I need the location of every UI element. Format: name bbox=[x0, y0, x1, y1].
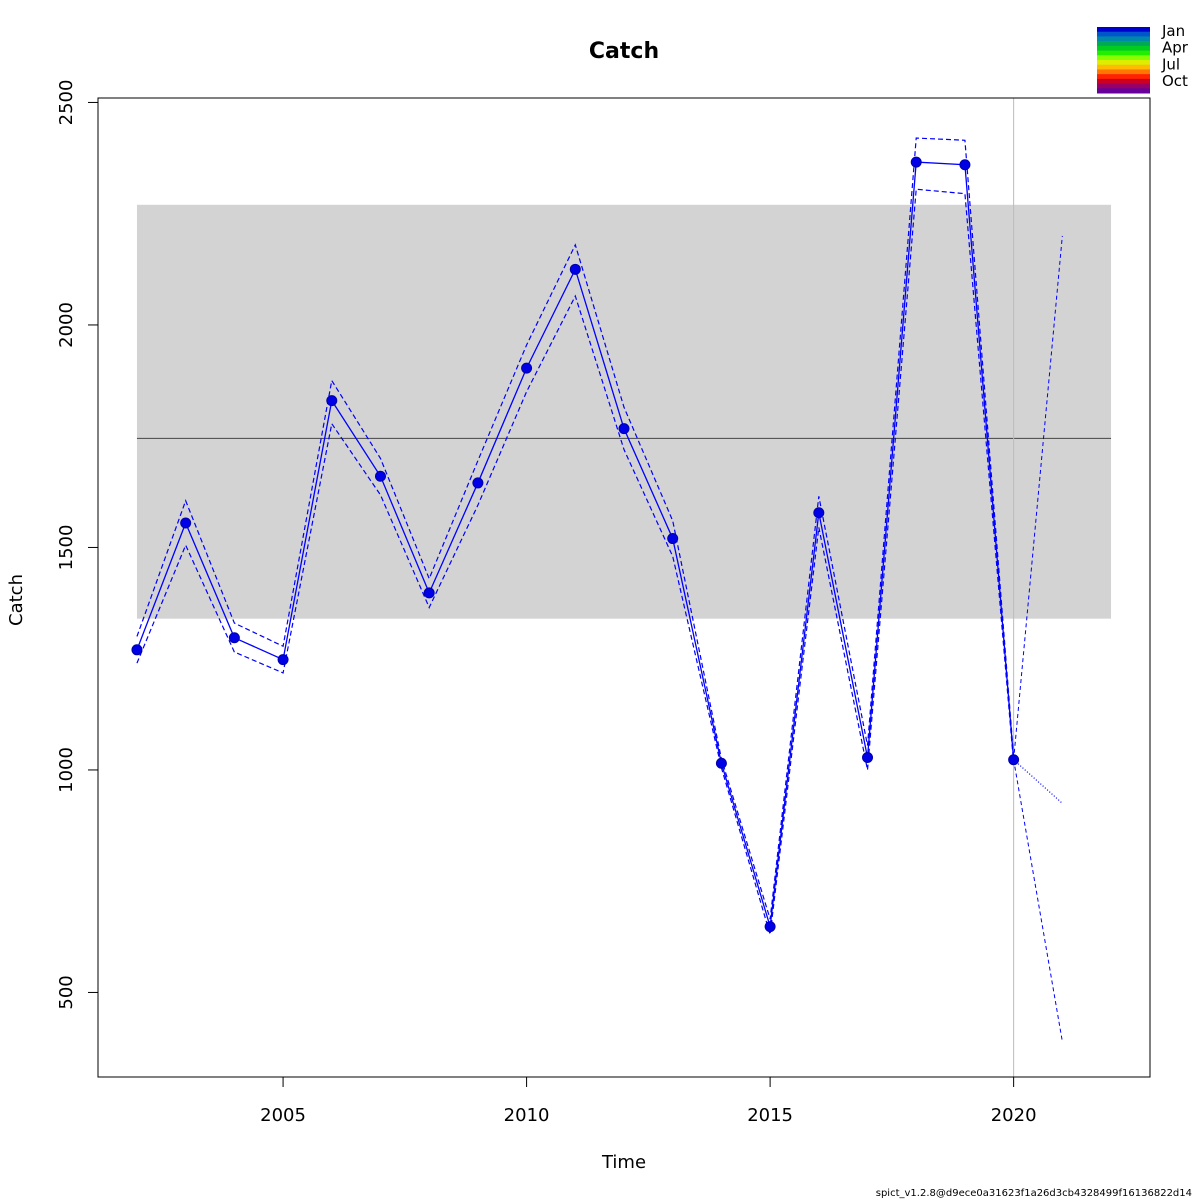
chart-title: Catch bbox=[589, 39, 659, 64]
legend-color-strip bbox=[1097, 27, 1150, 33]
legend-color-strip bbox=[1097, 50, 1150, 56]
series-lower-ci-line bbox=[136, 188, 1015, 935]
data-point bbox=[569, 263, 581, 275]
legend-color-strip bbox=[1097, 64, 1150, 70]
data-point bbox=[326, 395, 338, 407]
data-point bbox=[131, 644, 143, 656]
y-axis-label: Catch bbox=[6, 574, 27, 626]
data-point bbox=[423, 587, 435, 599]
y-tick-label: 1000 bbox=[56, 747, 77, 793]
forecast-upper-ci-line bbox=[1013, 235, 1063, 760]
legend-label: Jan bbox=[1161, 22, 1185, 40]
x-axis: 2005 2010 2015 2020 bbox=[260, 1077, 1037, 1126]
data-point bbox=[910, 156, 922, 168]
forecast-lower-ci-line bbox=[1013, 759, 1063, 1042]
forecast-line bbox=[1013, 759, 1063, 804]
legend-color-strip bbox=[1097, 83, 1150, 89]
y-tick-label: 2000 bbox=[56, 302, 77, 348]
y-axis: 500 1000 1500 2000 2500 bbox=[56, 80, 98, 1010]
x-tick-label: 2010 bbox=[504, 1105, 550, 1126]
data-point bbox=[228, 632, 240, 644]
plot-area bbox=[131, 98, 1112, 1077]
legend-color-strip bbox=[1097, 36, 1150, 42]
data-point bbox=[862, 751, 874, 763]
data-point bbox=[764, 921, 776, 933]
data-point bbox=[521, 362, 533, 374]
x-tick-label: 2015 bbox=[747, 1105, 793, 1126]
data-point bbox=[472, 477, 484, 489]
data-point bbox=[959, 159, 971, 171]
x-axis-label: Time bbox=[601, 1152, 646, 1173]
legend-label: Apr bbox=[1162, 39, 1189, 57]
data-point bbox=[667, 533, 679, 545]
legend-color-strip bbox=[1097, 60, 1150, 66]
data-point bbox=[715, 757, 727, 769]
legend-color-strip bbox=[1097, 78, 1150, 85]
data-point bbox=[813, 507, 825, 519]
y-tick-label: 1500 bbox=[56, 525, 77, 571]
legend-label: Jul bbox=[1161, 55, 1180, 73]
y-tick-label: 2500 bbox=[56, 80, 77, 126]
plot-frame bbox=[97, 97, 1151, 1078]
legend-color-strip bbox=[1097, 74, 1150, 80]
legend-color-strip bbox=[1097, 55, 1150, 61]
x-tick-label: 2005 bbox=[260, 1105, 306, 1126]
data-point bbox=[374, 470, 386, 482]
series-upper-ci-line bbox=[136, 137, 1015, 920]
legend-color-strip bbox=[1097, 45, 1150, 52]
data-point bbox=[180, 517, 192, 529]
legend-color-strip bbox=[1097, 69, 1150, 75]
y-tick-label: 500 bbox=[56, 975, 77, 1009]
reference-band bbox=[136, 204, 1112, 619]
legend-label: Oct bbox=[1162, 72, 1188, 90]
legend-color-strip bbox=[1097, 31, 1150, 37]
data-point bbox=[1008, 754, 1020, 766]
legend-color-strip bbox=[1097, 88, 1150, 94]
x-tick-label: 2020 bbox=[991, 1105, 1037, 1126]
legend-color-strip bbox=[1097, 41, 1150, 47]
footnote: spict_v1.2.8@d9ece0a31623f1a26d3cb432849… bbox=[876, 1188, 1192, 1199]
data-point bbox=[618, 423, 630, 435]
data-point bbox=[277, 654, 289, 666]
